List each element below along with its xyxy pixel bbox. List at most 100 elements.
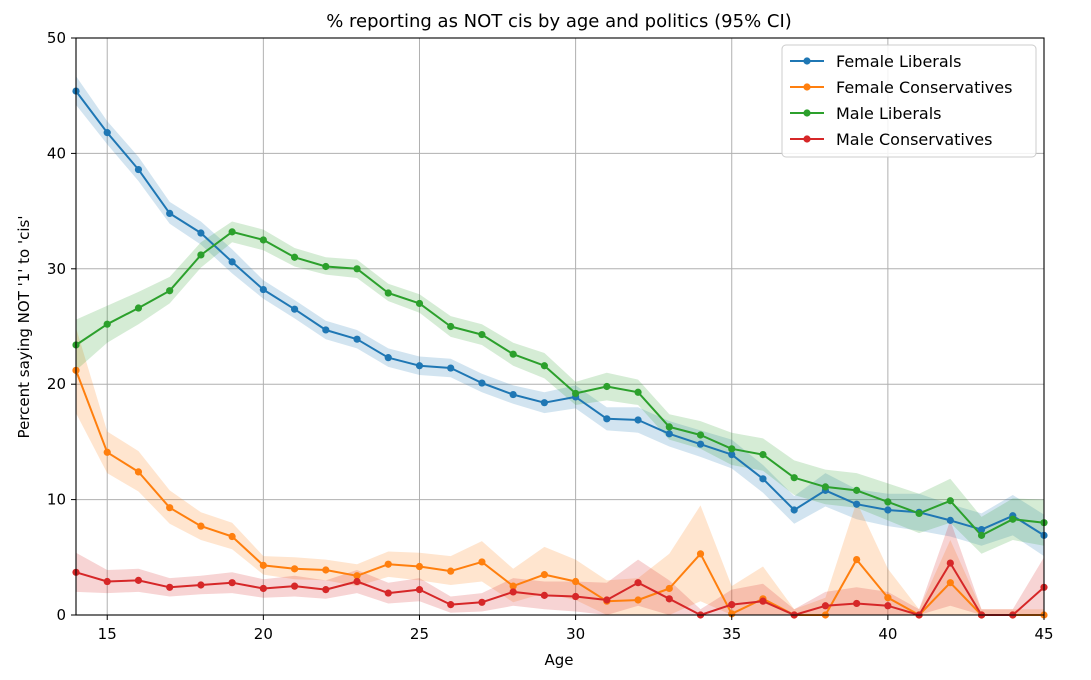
male-liberals-point — [228, 228, 236, 236]
female-conservatives-point — [509, 582, 517, 590]
male-liberals-point — [259, 236, 267, 244]
male-conservatives-point — [821, 602, 830, 610]
male-conservatives-point — [634, 579, 642, 587]
female-liberals-point — [634, 416, 642, 424]
female-liberals-point — [228, 258, 236, 266]
female-liberals-point — [259, 285, 267, 294]
male-liberals-legend-label: Male Liberals — [836, 104, 942, 123]
female-conservatives-point — [884, 594, 892, 602]
female-conservatives-point — [353, 572, 361, 580]
female-liberals-point — [603, 415, 611, 423]
female-conservatives-point — [853, 556, 861, 564]
male-liberals-point — [884, 498, 892, 506]
male-conservatives-point — [603, 596, 611, 604]
male-conservatives-point — [134, 576, 143, 584]
male-conservatives-point — [353, 577, 361, 586]
female-conservatives-point — [572, 577, 580, 586]
male-liberals-point — [478, 330, 486, 339]
male-conservatives-line — [75, 562, 1045, 616]
female-liberals-point — [759, 475, 767, 483]
male-liberals-point — [1009, 515, 1017, 523]
x-axis-ticks: 15 20 25 30 35 40 45 — [98, 615, 1054, 643]
female-conservatives-point — [447, 567, 455, 575]
female-liberals-legend-marker — [803, 57, 811, 65]
female-conservatives-point — [290, 565, 299, 573]
female-liberals-point — [166, 209, 174, 218]
male-liberals-point — [759, 450, 767, 459]
female-liberals-point — [415, 362, 424, 370]
male-conservatives-point — [259, 584, 267, 593]
male-liberals-ci-band — [76, 221, 1044, 554]
female-conservatives-point — [478, 558, 486, 566]
female-conservatives-point — [322, 566, 330, 574]
male-liberals-point — [977, 531, 986, 539]
male-conservatives-point — [103, 577, 111, 586]
male-conservatives-point — [384, 589, 392, 597]
male-conservatives-point — [509, 588, 517, 596]
male-liberals-point — [197, 251, 205, 259]
legend: Female Liberals Female Conservatives Male … — [781, 44, 1037, 158]
male-conservatives-legend-marker — [803, 135, 811, 143]
y-tick-label: 30 — [47, 260, 66, 278]
female-conservatives-point — [540, 571, 548, 579]
female-liberals-line — [75, 90, 1045, 537]
male-liberals-point — [447, 322, 455, 331]
female-liberals-point — [103, 129, 111, 137]
male-liberals-point — [509, 350, 517, 358]
female-conservatives-legend-label: Female Conservatives — [836, 78, 1012, 97]
female-conservatives-line — [75, 370, 1044, 616]
x-tick-label: 45 — [1034, 625, 1053, 643]
male-liberals-point — [322, 262, 330, 271]
male-liberals-point — [790, 474, 798, 482]
female-liberals-point — [478, 379, 486, 387]
male-conservatives-point — [197, 581, 205, 589]
chart-title: % reporting as NOT cis by age and politi… — [326, 11, 792, 32]
male-liberals-point — [696, 431, 705, 439]
male-conservatives-point — [946, 559, 954, 567]
female-liberals-point — [790, 506, 798, 514]
male-liberals-point — [415, 299, 424, 308]
y-axis-label: Percent saying NOT '1' to 'cis' — [15, 216, 33, 439]
male-conservatives-point — [540, 591, 548, 599]
female-conservatives-point — [134, 468, 143, 476]
male-liberals-point — [540, 362, 548, 370]
x-axis-label: Age — [544, 651, 573, 669]
x-tick-label: 40 — [878, 625, 897, 643]
male-liberals-point — [821, 483, 830, 491]
y-tick-label: 10 — [47, 491, 66, 509]
female-liberals-point — [384, 354, 392, 362]
male-liberals-point — [603, 382, 611, 391]
male-liberals-line — [75, 230, 1045, 537]
male-liberals-point — [384, 289, 392, 297]
x-tick-label: 20 — [254, 625, 273, 643]
series-lines — [75, 90, 1045, 616]
male-conservatives-point — [290, 582, 299, 590]
female-conservatives-point — [696, 550, 705, 558]
male-conservatives-legend-label: Male Conservatives — [836, 130, 992, 149]
male-conservatives-point — [166, 583, 174, 591]
male-conservatives-point — [728, 601, 736, 609]
female-conservatives-point — [946, 579, 954, 587]
x-tick-label: 15 — [98, 625, 117, 643]
male-conservatives-point — [478, 598, 486, 606]
female-liberals-point — [134, 165, 143, 174]
female-liberals-point — [509, 390, 517, 399]
male-liberals-point — [103, 320, 111, 328]
male-liberals-point — [728, 445, 736, 453]
male-conservatives-point — [322, 586, 330, 594]
female-conservatives-point — [228, 532, 236, 541]
female-conservatives-point — [415, 562, 424, 571]
legend-box — [781, 44, 1037, 158]
male-liberals-point — [946, 497, 954, 505]
female-liberals-point — [665, 430, 673, 438]
female-liberals-point — [946, 516, 954, 524]
male-liberals-point — [290, 253, 299, 261]
male-liberals-point — [166, 287, 174, 295]
male-liberals-point — [572, 389, 580, 398]
female-conservatives-point — [384, 560, 392, 568]
y-tick-label: 50 — [47, 29, 66, 47]
male-conservatives-point — [853, 599, 861, 608]
male-liberals-point — [134, 304, 143, 312]
